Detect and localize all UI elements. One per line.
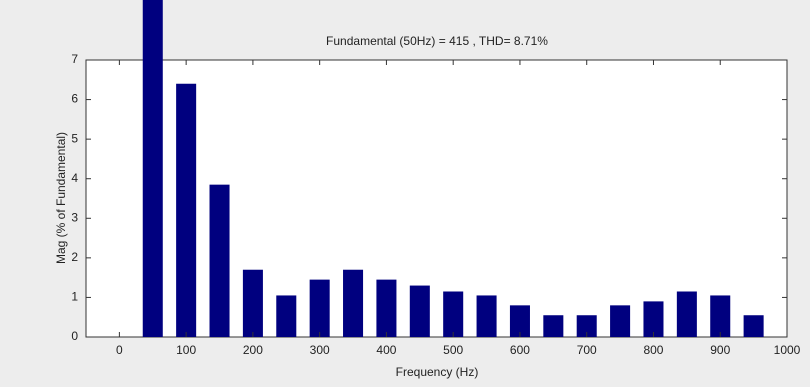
bar [676,291,697,337]
x-tick-label: 900 [710,343,730,357]
x-tick-label: 200 [243,343,263,357]
bar [743,315,764,337]
bar [643,301,664,337]
y-tick-label: 4 [71,171,78,185]
x-tick-label: 1000 [774,343,801,357]
x-tick-label: 0 [116,343,123,357]
bar [610,305,631,337]
bar [309,279,330,337]
bar [142,0,163,337]
y-tick-label: 7 [71,52,78,66]
bar [276,295,297,337]
x-tick-label: 700 [577,343,597,357]
bar [343,269,364,337]
x-tick-label: 600 [510,343,530,357]
bar [409,285,430,337]
bar [710,295,731,337]
plot-area [85,59,788,338]
y-tick-label: 1 [71,290,78,304]
x-tick-label: 100 [176,343,196,357]
y-tick-label: 6 [71,92,78,106]
bar [443,291,464,337]
x-axis-label: Frequency (Hz) [396,365,479,379]
y-tick-label: 5 [71,131,78,145]
bar [576,315,597,337]
x-tick-label: 500 [443,343,463,357]
bar [543,315,564,337]
bars [142,0,764,337]
bar [176,83,197,337]
bar [209,184,230,337]
bar [476,295,497,337]
bar [509,305,530,337]
x-tick-label: 800 [643,343,663,357]
bar [242,269,263,337]
y-tick-label: 3 [71,210,78,224]
chart-title: Fundamental (50Hz) = 415 , THD= 8.71% [326,34,548,48]
y-axis-label: Mag (% of Fundamental) [54,132,68,264]
x-tick-label: 400 [376,343,396,357]
x-tick-label: 300 [310,343,330,357]
y-tick-label: 0 [71,329,78,343]
bar [376,279,397,337]
y-tick-label: 2 [71,250,78,264]
